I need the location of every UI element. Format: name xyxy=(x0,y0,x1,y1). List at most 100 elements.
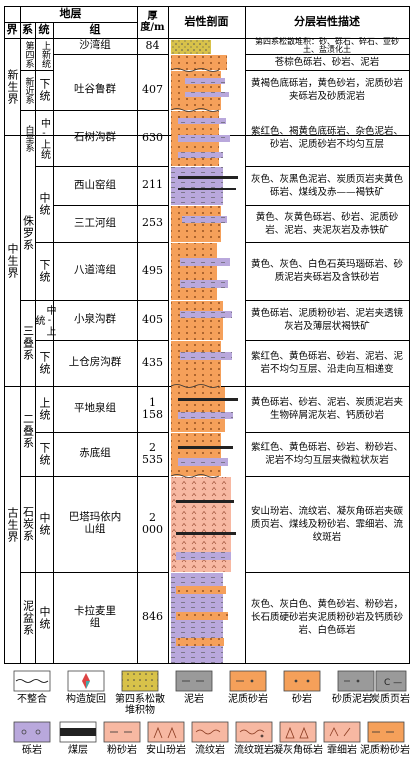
thickness-badaowan: 495 xyxy=(142,263,163,277)
desc-badaowan: 黄色、灰色、白色石英玛瑙砾岩、砂质泥岩夹砾岩及含铁砂岩 xyxy=(250,259,403,283)
thickness-pingdiquan: 1 158 xyxy=(142,395,163,421)
legend-conglomerate-icon xyxy=(13,721,51,743)
thickness-batamayineishan: 2 000 xyxy=(142,510,163,536)
thickness-xishanyao: 211 xyxy=(142,178,163,192)
thickness-shangcangfanggou: 435 xyxy=(142,355,163,369)
formation-badaowan: 八道湾组 xyxy=(74,264,116,277)
section-strata xyxy=(171,40,238,663)
thickness-sangonghe: 253 xyxy=(142,216,163,230)
header-jie: 界 xyxy=(6,22,18,36)
legend-label-quaternary: 第四系松散堆积物 xyxy=(115,694,165,716)
system-cretaceous: 白垩系 xyxy=(23,124,34,152)
legend-label-coal-seam: 煤层 xyxy=(68,745,88,756)
series-middle-devonian: 中统 xyxy=(38,605,52,630)
formation-batamayineishan: 巴塔玛依内山组 xyxy=(68,511,122,535)
legend-siltstone-icon xyxy=(103,721,141,743)
header-xi: 系 xyxy=(22,22,33,36)
legend-label-carbonaceous-shale: 炭质页岩 xyxy=(370,694,410,705)
desc-pingdiquan: 黄色砾岩、砂岩、泥岩、炭质泥岩夹生物碎屑泥灰岩、钙质砂岩 xyxy=(250,397,403,421)
desc-shangcangfanggou: 紫红色、黄色砾岩、砂岩、泥岩、泥岩不均匀互层、沿走向互相递变 xyxy=(250,351,403,375)
formation-xishanyao: 西山窑组 xyxy=(74,178,116,191)
legend-rhyolite-porphyry-icon xyxy=(235,721,273,743)
legend-label-mudstone: 泥岩 xyxy=(184,694,204,705)
formation-shishugou: 石树沟群 xyxy=(74,131,116,144)
desc-batamayineishan: 安山玢岩、流纹岩、凝灰角砾岩夹碳质页岩、煤线及粉砂岩、霏细岩、流纹斑岩 xyxy=(250,505,403,543)
system-carboniferous: 石炭系 xyxy=(21,506,35,542)
header-zu: 组 xyxy=(89,22,101,36)
desc-chidi: 紫红色、黄色砾岩、砂岩、粉砂岩、泥岩不均匀互层夹微粒状灰岩 xyxy=(250,442,403,466)
legend-sandy-mudstone-icon xyxy=(337,670,375,692)
thickness-chidi: 2 535 xyxy=(142,440,163,466)
svg-text:C —: C — xyxy=(384,678,402,688)
legend-label-argillaceous-siltstone: 泥质粉砂岩 xyxy=(360,745,410,756)
era-mesozoic: 中生界 xyxy=(6,242,20,279)
legend-label-andesite-porphyrite: 安山玢岩 xyxy=(146,745,186,756)
desc-sangonghe: 黄色、灰黄色砾岩、砂岩、泥质砂岩、泥岩、夹泥灰岩及赤铁矿 xyxy=(255,211,399,236)
series-middle-upper-triassic: 中-上统 xyxy=(33,304,55,336)
era-cenozoic: 新生界 xyxy=(6,68,20,105)
desc-tugulu: 黄褐色底砾岩，黄色砂岩，泥质砂岩夹砾岩及砂质泥岩 xyxy=(250,78,403,102)
legend-argillaceous-sandstone-icon xyxy=(229,670,267,692)
series-middle-jurassic: 中统 xyxy=(38,192,52,216)
system-triassic: 三叠系 xyxy=(21,325,35,361)
legend-rhyolite-icon xyxy=(191,721,229,743)
desc-pliocene: 苍棕色砾岩、砂岩、泥岩 xyxy=(274,56,380,68)
desc-quaternary: 第四系松散堆积：砂、砾石、碎石、亚砂土、盐渍化土 xyxy=(255,36,399,54)
system-permian: 二叠系 xyxy=(21,413,35,449)
legend-label-tuff-breccia: 凝灰角砾岩 xyxy=(273,745,323,756)
series-lower-triassic: 下统 xyxy=(38,351,52,375)
header-section: 岩性剖面 xyxy=(184,14,229,28)
series-middle-upper-jurassic: 中-上统 xyxy=(38,117,50,159)
thickness-kalamaili: 846 xyxy=(142,610,163,624)
formation-shawan: 沙湾组 xyxy=(79,39,111,52)
legend-tuff-breccia-icon xyxy=(279,721,317,743)
header-tong: 统 xyxy=(38,22,50,36)
system-jurassic: 侏罗系 xyxy=(21,215,35,251)
system-quaternary: 第四系 xyxy=(23,40,34,68)
series-pliocene: 上新统 xyxy=(39,40,50,68)
formation-kalamaili: 卡拉麦里组 xyxy=(74,604,116,629)
thickness-tugulu: 407 xyxy=(142,82,163,96)
era-paleozoic: 古生界 xyxy=(6,506,20,543)
thickness-shawan: 84 xyxy=(145,38,160,52)
legend-mudstone-icon xyxy=(175,670,213,692)
series-upper-permian: 上统 xyxy=(38,397,52,421)
legend-quaternary-icon xyxy=(121,670,159,692)
formation-tugulu: 吐谷鲁群 xyxy=(74,83,116,96)
legend-label-rhyolite-porphyry: 流纹斑岩 xyxy=(234,745,274,756)
thickness-shishugou: 630 xyxy=(142,130,163,144)
legend-label-felsite: 霏细岩 xyxy=(327,745,357,756)
legend-carbonaceous-shale-icon xyxy=(375,670,407,692)
legend-label-rhyolite: 流纹岩 xyxy=(195,745,225,756)
desc-kalamaili: 灰色、灰白色、黄色砂岩、粉砂岩，长石质硬砂岩夹泥质粉砂岩及钙质砂岩、白色砾岩 xyxy=(250,599,403,636)
desc-xishanyao: 灰色、灰黑色泥岩、炭质页岩夹黄色砾岩、煤线及赤——褐铁矿 xyxy=(250,173,403,198)
formation-chidi: 赤底组 xyxy=(79,447,111,460)
legend-label-conglomerate: 砾岩 xyxy=(22,745,42,756)
series-lower-permian: 下统 xyxy=(38,442,52,466)
legend-label-tectonic-cycle: 构造旋回 xyxy=(66,694,106,705)
system-devonian: 泥盆系 xyxy=(21,599,35,636)
unconformity-lines xyxy=(170,68,220,478)
series-lower-cretaceous: 下统 xyxy=(38,78,52,102)
header-thickness: 厚度/m xyxy=(140,11,165,33)
legend-label-sandstone: 砂岩 xyxy=(292,694,312,705)
formation-sangonghe: 三工河组 xyxy=(74,216,116,229)
thickness-xiaoquangou: 405 xyxy=(142,312,163,326)
legend-felsite-icon xyxy=(323,721,361,743)
series-lower-jurassic: 下统 xyxy=(38,259,52,283)
series-middle-carboniferous: 中统 xyxy=(38,512,52,536)
legend-label-sandy-mudstone: 砂质泥岩 xyxy=(332,694,372,705)
header-description: 分层岩性描述 xyxy=(294,14,360,28)
legend-label-unconformity: 不整合 xyxy=(17,694,47,705)
system-neogene: 新近系 xyxy=(23,76,34,104)
formation-xiaoquangou: 小泉沟群 xyxy=(74,313,116,326)
formation-pingdiquan: 平地泉组 xyxy=(74,402,116,415)
legend-label-siltstone: 粉砂岩 xyxy=(107,745,137,756)
legend-label-argillaceous-sandstone: 泥质砂岩 xyxy=(228,694,268,705)
legend-sandstone-icon xyxy=(283,670,321,692)
legend-andesite-porphyrite-icon xyxy=(147,721,185,743)
